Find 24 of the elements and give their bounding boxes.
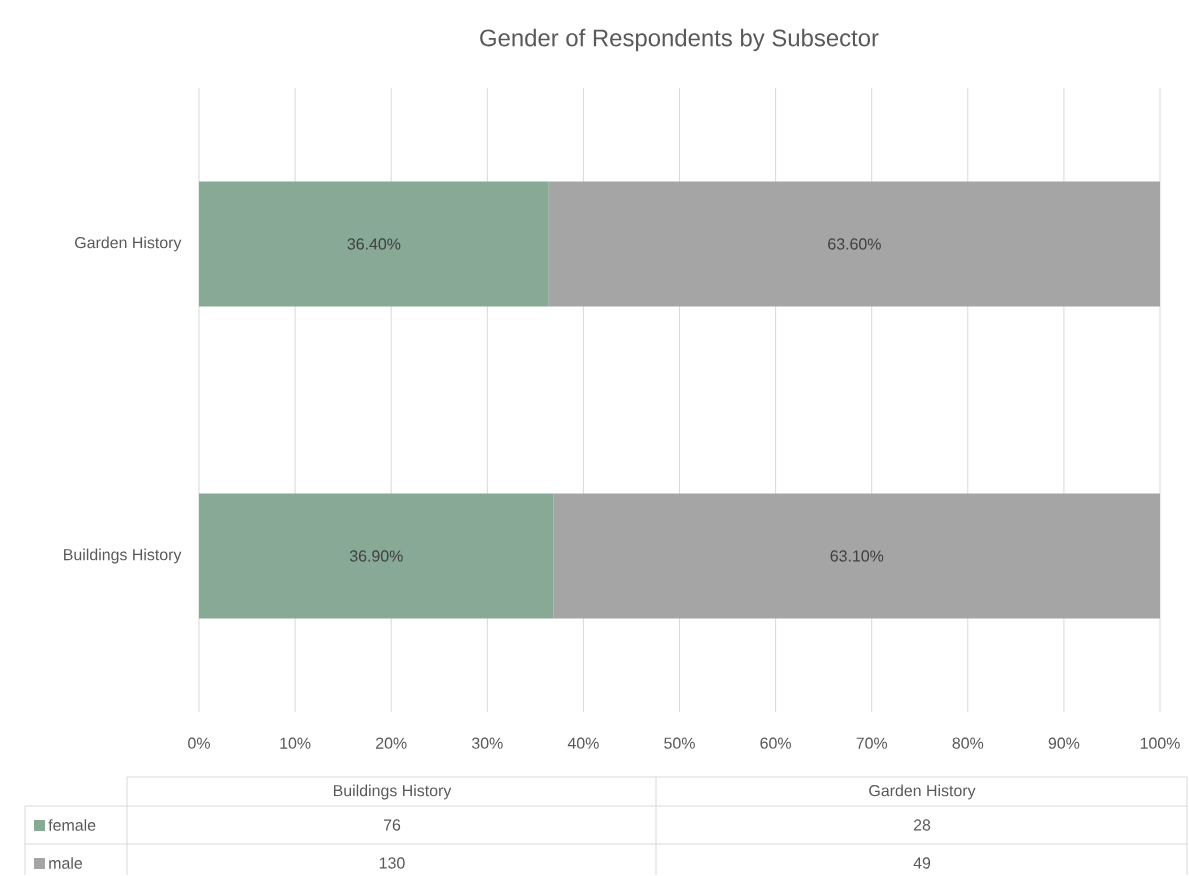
x-tick-label: 70% — [856, 737, 888, 750]
data-label: 36.40% — [347, 238, 401, 250]
legend-label: female — [48, 819, 96, 832]
data-label: 36.90% — [349, 550, 403, 562]
text: 130 — [379, 857, 405, 869]
chart-title: Gender of Respondents by Subsector — [480, 29, 879, 52]
x-tick-label: 80% — [952, 737, 984, 750]
x-tick-label: 90% — [1048, 737, 1080, 750]
category-label: Buildings History — [333, 784, 452, 800]
data-label: 63.60% — [828, 238, 881, 250]
text: 49 — [913, 857, 931, 869]
text: 76 — [383, 819, 401, 831]
x-tick-label: 40% — [567, 737, 599, 750]
text: 28 — [913, 819, 931, 831]
x-tick-label: 10% — [280, 737, 311, 750]
x-tick-label: 0% — [188, 737, 210, 750]
x-tick-label: 100% — [1140, 737, 1180, 750]
legend-label: male — [49, 857, 83, 870]
data-label: 63.10% — [830, 550, 884, 562]
category-label: Garden History — [869, 784, 976, 800]
x-tick-label: 60% — [760, 737, 791, 750]
x-tick-label: 30% — [471, 737, 503, 750]
x-tick-label: 50% — [664, 737, 695, 750]
x-tick-label: 20% — [376, 737, 407, 750]
